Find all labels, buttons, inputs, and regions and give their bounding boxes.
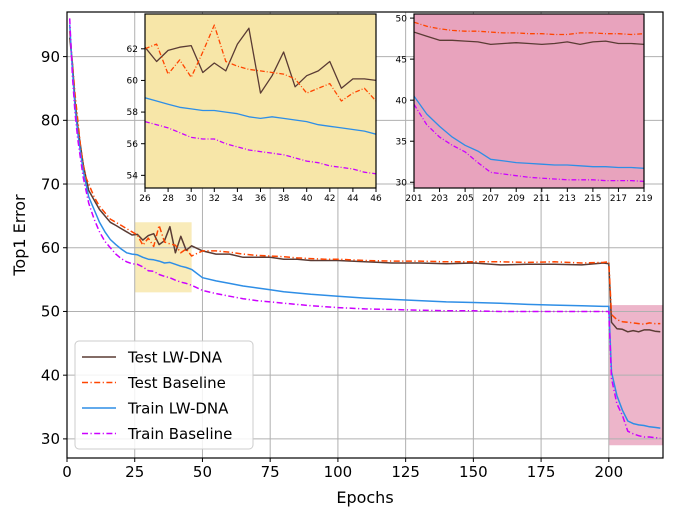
x-tick-label: 32 — [209, 194, 220, 204]
y-tick-label: 40 — [41, 366, 60, 384]
x-tick-label: 207 — [482, 194, 499, 204]
legend: Test LW-DNA Test Baseline Train LW-DNA Trai… — [74, 340, 254, 450]
x-tick-label: 211 — [533, 194, 550, 204]
legend-box — [74, 340, 254, 450]
legend-label: Test LW-DNA — [127, 349, 223, 367]
x-tick-label: 34 — [232, 194, 244, 204]
y-tick-label: 35 — [396, 137, 407, 147]
series-line-train-lw-dna — [414, 95, 644, 169]
x-tick-label: 100 — [324, 463, 353, 481]
x-tick-label: 125 — [391, 463, 420, 481]
y-tick-label: 80 — [41, 112, 60, 130]
y-tick-label: 60 — [127, 77, 139, 87]
x-tick-label: 36 — [255, 194, 267, 204]
x-tick-label: 30 — [185, 194, 197, 204]
y-tick-label: 50 — [41, 303, 60, 321]
y-tick-label: 62 — [127, 45, 138, 55]
y-tick-label: 54 — [127, 171, 139, 181]
series-line-test-lw-dna — [414, 31, 644, 46]
x-tick-label: 209 — [508, 194, 525, 204]
x-tick-label: 50 — [193, 463, 212, 481]
y-tick-label: 40 — [396, 96, 408, 106]
x-tick-label: 219 — [635, 194, 652, 204]
x-tick-label: 215 — [584, 194, 601, 204]
x-axis-label: Epochs — [336, 488, 393, 507]
plot-frame — [66, 11, 664, 459]
x-tick-label: 28 — [162, 194, 174, 204]
x-tick-label: 175 — [527, 463, 556, 481]
plot-frame — [413, 13, 645, 189]
plot-background — [145, 14, 376, 188]
x-tick-label: 38 — [278, 194, 290, 204]
y-tick-label: 30 — [41, 430, 60, 448]
x-tick-label: 40 — [301, 194, 313, 204]
x-tick-label: 26 — [139, 194, 151, 204]
y-tick-label: 60 — [41, 239, 60, 257]
y-tick-label: 90 — [41, 48, 60, 66]
x-tick-label: 201 — [405, 194, 422, 204]
x-tick-label: 46 — [370, 194, 382, 204]
x-tick-label: 0 — [62, 463, 72, 481]
y-axis-label: Top1 Error — [10, 194, 29, 277]
legend-label: Train Baseline — [127, 425, 232, 443]
y-tick-label: 45 — [396, 55, 407, 65]
y-tick-label: 58 — [127, 108, 139, 118]
x-tick-label: 42 — [324, 194, 335, 204]
x-tick-label: 217 — [610, 194, 627, 204]
x-tick-label: 205 — [457, 194, 474, 204]
series-line-test-baseline — [68, 31, 661, 325]
inset-plot-1: 26 28 30 32 34 36 38 40 42 44 46 54 56 58 60 62 — [127, 13, 382, 204]
legend-label: Train LW-DNA — [127, 400, 229, 418]
series-line-test-baseline — [145, 24, 376, 102]
x-tick-label: 203 — [431, 194, 448, 204]
y-tick-label: 70 — [41, 175, 60, 193]
y-tick-label: 56 — [127, 140, 139, 150]
x-tick-label: 75 — [261, 463, 280, 481]
series-line-train-lw-dna — [145, 97, 376, 135]
series-line-train-baseline — [68, 18, 661, 439]
legend-label: Test Baseline — [127, 374, 226, 392]
series-line-train-baseline — [145, 120, 376, 175]
y-tick-label: 50 — [396, 14, 408, 24]
x-tick-label: 44 — [347, 194, 359, 204]
x-tick-label: 25 — [125, 463, 144, 481]
x-tick-label: 200 — [594, 463, 623, 481]
x-tick-label: 150 — [459, 463, 488, 481]
y-tick-label: 30 — [396, 178, 408, 188]
x-tick-label: 213 — [559, 194, 576, 204]
series-line-test-baseline — [414, 21, 644, 36]
series-line-test-lw-dna — [145, 27, 376, 94]
inset-plot-2: 201 203 205 207 209 211 213 215 217 219 30 35 40 45 50 — [396, 13, 653, 204]
